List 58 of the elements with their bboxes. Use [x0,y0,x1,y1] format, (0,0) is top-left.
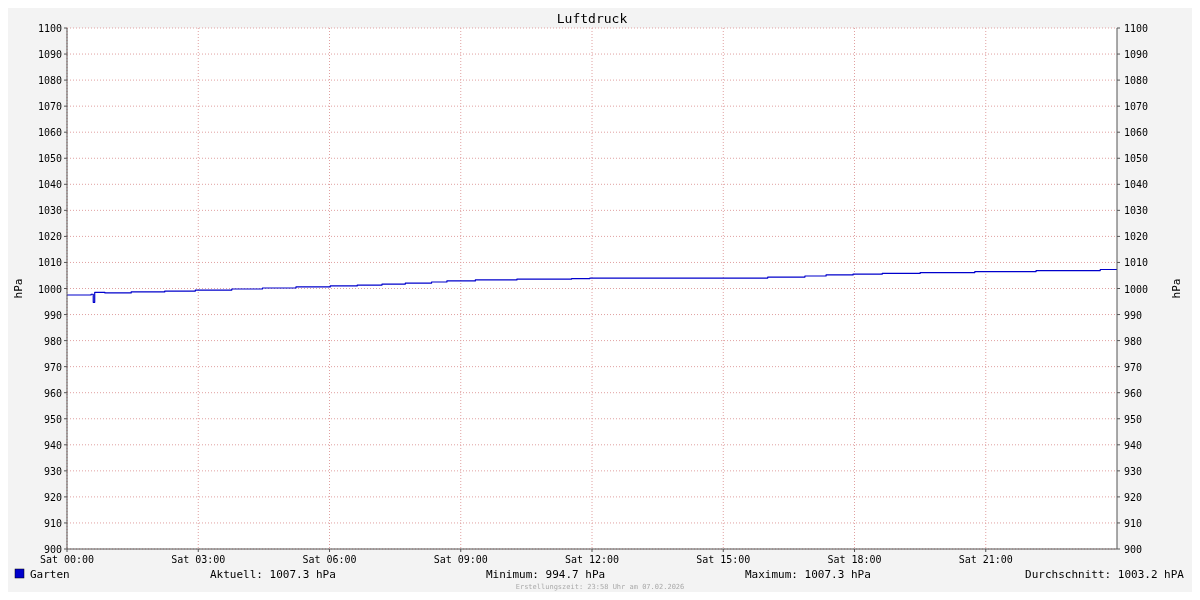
y2-axis-title: hPa [1170,278,1183,299]
y-tick-label: 1090 [37,49,62,61]
x-tick-label: Sat 09:00 [433,554,488,565]
y-tick-label: 930 [43,465,62,477]
y-tick-label: 980 [43,335,62,347]
y2-tick-label: 1000 [1124,283,1149,295]
y2-tick-label: 1090 [1124,49,1149,61]
y-tick-label: 1100 [37,23,62,34]
text: Minimum: 994.7 hPa [486,568,606,581]
y-tick-label: 1070 [37,101,62,113]
y-tick-label: 1060 [37,127,62,139]
y2-tick-label: 1100 [1124,23,1149,34]
y2-tick-label: 1080 [1124,75,1149,87]
y-tick-label: 940 [43,439,62,451]
y2-tick-label: 1060 [1124,127,1149,139]
x-tick-label: Sat 12:00 [564,554,620,565]
y2-tick-label: 930 [1124,465,1143,477]
y-axis-title: hPa [12,278,25,299]
y2-tick-label: 950 [1124,413,1143,425]
y2-tick-label: 1010 [1124,257,1149,269]
y2-tick-label: 970 [1124,361,1143,373]
y2-tick-label: 980 [1124,335,1143,347]
y-tick-label: 1080 [37,75,62,87]
y-tick-label: 960 [43,387,62,399]
y-tick-label: 1030 [37,205,62,217]
y-tick-label: 1050 [37,153,62,165]
y-tick-label: 950 [43,413,62,425]
text: Durchschnitt: 1003.2 hPA [1025,568,1185,581]
x-tick-label: Sat 21:00 [958,554,1013,565]
y2-tick-label: 1050 [1124,153,1149,165]
chart-title: Luftdruck [556,11,628,26]
y-tick-label: 1000 [37,283,62,295]
legend-label: Garten [30,568,70,581]
y-tick-label: 1040 [37,179,62,191]
y-tick-label: 970 [43,361,62,373]
x-tick-label: Sat 18:00 [827,554,882,565]
y2-tick-label: 900 [1124,544,1143,555]
x-tick-label: Sat 15:00 [696,554,751,565]
y2-tick-label: 910 [1124,517,1143,529]
y-tick-label: 990 [43,309,62,321]
text: Aktuell: 1007.3 hPa [210,568,336,581]
y-tick-label: 1020 [37,231,62,243]
y-tick-label: 920 [43,491,62,503]
y2-tick-label: 1040 [1124,179,1149,191]
text: Maximum: 1007.3 hPa [745,568,871,581]
y2-tick-label: 920 [1124,491,1143,503]
y-tick-label: 900 [43,544,62,555]
y2-tick-label: 940 [1124,439,1143,451]
y2-tick-label: 1070 [1124,101,1149,113]
x-tick-label: Sat 03:00 [171,554,226,565]
y2-tick-label: 990 [1124,309,1143,321]
y2-tick-label: 1030 [1124,205,1149,217]
y2-tick-label: 1020 [1124,231,1149,243]
y-tick-label: 910 [43,517,62,529]
y2-tick-label: 960 [1124,387,1143,399]
y-tick-label: 1010 [37,257,62,269]
x-tick-label: Sat 00:00 [39,554,95,565]
x-tick-label: Sat 06:00 [302,554,357,565]
